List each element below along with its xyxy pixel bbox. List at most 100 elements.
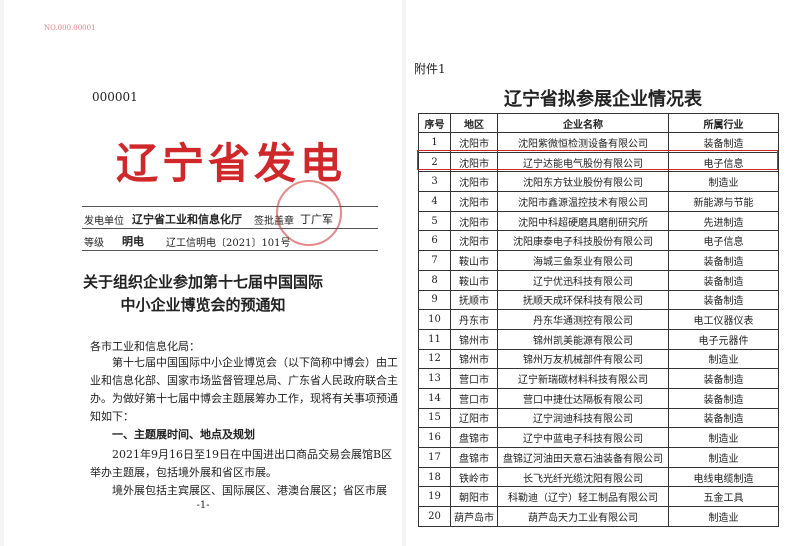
table-cell: 抚顺市 bbox=[450, 289, 498, 311]
table-cell: 17 bbox=[418, 447, 451, 468]
table-cell: 辽阳市 bbox=[450, 407, 498, 429]
table-row: 8 鞍山市 辽宁优迅科技有限公司 装备制造 bbox=[418, 269, 779, 291]
table-cell: 10 bbox=[418, 309, 451, 330]
table-cell: 锦州万友机械部件有限公司 bbox=[497, 348, 669, 370]
table-cell: 3 bbox=[418, 171, 451, 193]
table-row: 4 沈阳市 沈阳市鑫源温控技术有限公司 新能源与节能 bbox=[418, 191, 779, 212]
table-row: 6 沈阳市 沈阳康泰电子科技股份有限公司 电子信息 bbox=[418, 230, 779, 252]
table-cell: 丹东市 bbox=[450, 309, 498, 330]
table-cell: 朝阳市 bbox=[450, 486, 498, 508]
table-cell: 锦州凯美能源有限公司 bbox=[497, 328, 669, 350]
table-cell: 锦州市 bbox=[450, 328, 498, 350]
table-cell: 7 bbox=[418, 250, 451, 271]
header-row: 序号 地区 企业名称 所属行业 bbox=[418, 113, 779, 133]
highlight bbox=[417, 150, 778, 170]
table-cell: 抚顺天成环保科技有限公司 bbox=[497, 289, 669, 311]
body-line: 办。为做好第十七届中博会主题展筹办工作，现将有关事项预通 bbox=[90, 392, 398, 405]
header-cell: 企业名称 bbox=[497, 113, 669, 133]
table-cell: 鞍山市 bbox=[450, 269, 498, 291]
table-row: 19 朝阳市 科勒迪（辽宁）轻工制品有限公司 五金工具 bbox=[418, 486, 779, 508]
table-cell: 沈阳市鑫源温控技术有限公司 bbox=[497, 191, 669, 212]
company-table: 序号 地区 企业名称 所属行业 1 沈阳市 沈阳紫微恒检测设备有限公司 装备制造 2 沈阳市 辽宁… bbox=[418, 113, 779, 527]
table-cell: 制造业 bbox=[668, 427, 779, 448]
table-cell: 5 bbox=[418, 210, 451, 232]
table-cell: 海城三鱼泵业有限公司 bbox=[497, 250, 669, 271]
table-cell: 辽宁润迪科技有限公司 bbox=[497, 407, 669, 429]
table-cell: 制造业 bbox=[668, 506, 779, 527]
table-cell: 8 bbox=[418, 269, 451, 291]
table-cell: 装备制造 bbox=[668, 289, 779, 311]
table-cell: 辽宁中蓝电子科技有限公司 bbox=[497, 427, 669, 448]
stamp bbox=[276, 180, 342, 246]
body-line: 2021年9月16日至19日在中国进出口商品交易会展馆B区 bbox=[112, 448, 393, 461]
rule bbox=[82, 250, 378, 251]
table-row: 11 锦州市 锦州凯美能源有限公司 电子元器件 bbox=[418, 328, 779, 350]
table-cell: 辽宁优迅科技有限公司 bbox=[497, 269, 669, 291]
notice-title: 中小企业博览会的预通知 bbox=[120, 296, 286, 314]
table-row: 16 盘锦市 辽宁中蓝电子科技有限公司 制造业 bbox=[418, 427, 779, 448]
table-cell: 20 bbox=[418, 506, 451, 527]
rule bbox=[82, 206, 378, 207]
table-title: 辽宁省拟参展企业情况表 bbox=[504, 89, 702, 110]
table-cell: 电线电缆制造 bbox=[668, 466, 779, 488]
table-cell: 营口中捷仕达隔板有限公司 bbox=[497, 387, 669, 409]
table-cell: 制造业 bbox=[668, 171, 779, 193]
table-cell: 沈阳市 bbox=[450, 191, 498, 212]
table-cell: 沈阳东方钛业股份有限公司 bbox=[497, 171, 669, 193]
table-cell: 盘锦辽河油田天意石油装备有限公司 bbox=[497, 447, 669, 468]
table-row: 12 锦州市 锦州万友机械部件有限公司 制造业 bbox=[418, 348, 779, 370]
table-row: 20 葫芦岛市 葫芦岛天力工业有限公司 制造业 bbox=[418, 506, 779, 527]
issuer-title: 辽宁省发电 bbox=[116, 139, 347, 188]
table-cell: 13 bbox=[418, 368, 451, 389]
table-row: 13 营口市 辽宁新瑞碳材料科技有限公司 装备制造 bbox=[418, 368, 779, 389]
table-cell: 盘锦市 bbox=[450, 447, 498, 468]
header-cell: 序号 bbox=[418, 113, 451, 133]
table-cell: 16 bbox=[418, 427, 451, 448]
table-cell: 营口市 bbox=[450, 387, 498, 409]
table-cell: 14 bbox=[418, 387, 451, 409]
attachment: 附件1 bbox=[414, 62, 446, 76]
doc-no: 000001 bbox=[92, 90, 138, 104]
table-cell: 电子信息 bbox=[668, 230, 779, 252]
table-cell: 4 bbox=[418, 191, 451, 212]
table-cell: 鞍山市 bbox=[450, 250, 498, 271]
body-line: 知如下： bbox=[90, 410, 134, 423]
table-cell: 葫芦岛市 bbox=[450, 506, 498, 527]
table-cell: 制造业 bbox=[668, 348, 779, 370]
body-line: 境外展包括主宾展区、国际展区、港澳台展区；省区市展 bbox=[112, 484, 387, 497]
header-cell: 所属行业 bbox=[668, 113, 779, 133]
table-cell: 9 bbox=[418, 289, 451, 311]
table-cell: 15 bbox=[418, 407, 451, 429]
table-cell: 6 bbox=[418, 230, 451, 252]
table-cell: 沈阳市 bbox=[450, 171, 498, 193]
section-heading: 一、主题展时间、地点及规划 bbox=[112, 428, 255, 441]
table-row: 15 辽阳市 辽宁润迪科技有限公司 装备制造 bbox=[418, 407, 779, 429]
table-cell: 12 bbox=[418, 348, 451, 370]
table-cell: 制造业 bbox=[668, 447, 779, 468]
table-cell: 科勒迪（辽宁）轻工制品有限公司 bbox=[497, 486, 669, 508]
table-cell: 装备制造 bbox=[668, 387, 779, 409]
table-row: 18 铁岭市 长飞光纤光缆沈阳有限公司 电线电缆制造 bbox=[418, 466, 779, 488]
salutation: 各市工业和信息化局： bbox=[90, 340, 200, 353]
table-cell: 沈阳市 bbox=[450, 210, 498, 232]
table-row: 9 抚顺市 抚顺天成环保科技有限公司 装备制造 bbox=[418, 289, 779, 311]
table-cell: 19 bbox=[418, 486, 451, 508]
table-cell: 营口市 bbox=[450, 368, 498, 389]
table-row: 3 沈阳市 沈阳东方钛业股份有限公司 制造业 bbox=[418, 171, 779, 193]
table-cell: 葫芦岛天力工业有限公司 bbox=[497, 506, 669, 527]
table-cell: 五金工具 bbox=[668, 486, 779, 508]
table-cell: 装备制造 bbox=[668, 407, 779, 429]
ref: 辽工信明电〔2021〕101号 bbox=[166, 238, 291, 249]
page-number: -1- bbox=[196, 500, 210, 511]
table-cell: 11 bbox=[418, 328, 451, 350]
table-cell: 长飞光纤光缆沈阳有限公司 bbox=[497, 466, 669, 488]
body-line: 第十七届中国国际中小企业博览会（以下简称中博会）由工 bbox=[112, 356, 398, 369]
table-cell: 盘锦市 bbox=[450, 427, 498, 448]
table-cell: 电子元器件 bbox=[668, 328, 779, 350]
body-line: 举办主题展，包括境外展和省区市展。 bbox=[90, 466, 277, 479]
body-line: 业和信息化部、国家市场监督管理总局、广东省人民政府联合主 bbox=[90, 374, 398, 387]
table-cell: 电工仪器仪表 bbox=[668, 309, 779, 330]
header-cell: 地区 bbox=[450, 113, 498, 133]
sender: 辽宁省工业和信息化厅 bbox=[132, 213, 242, 226]
